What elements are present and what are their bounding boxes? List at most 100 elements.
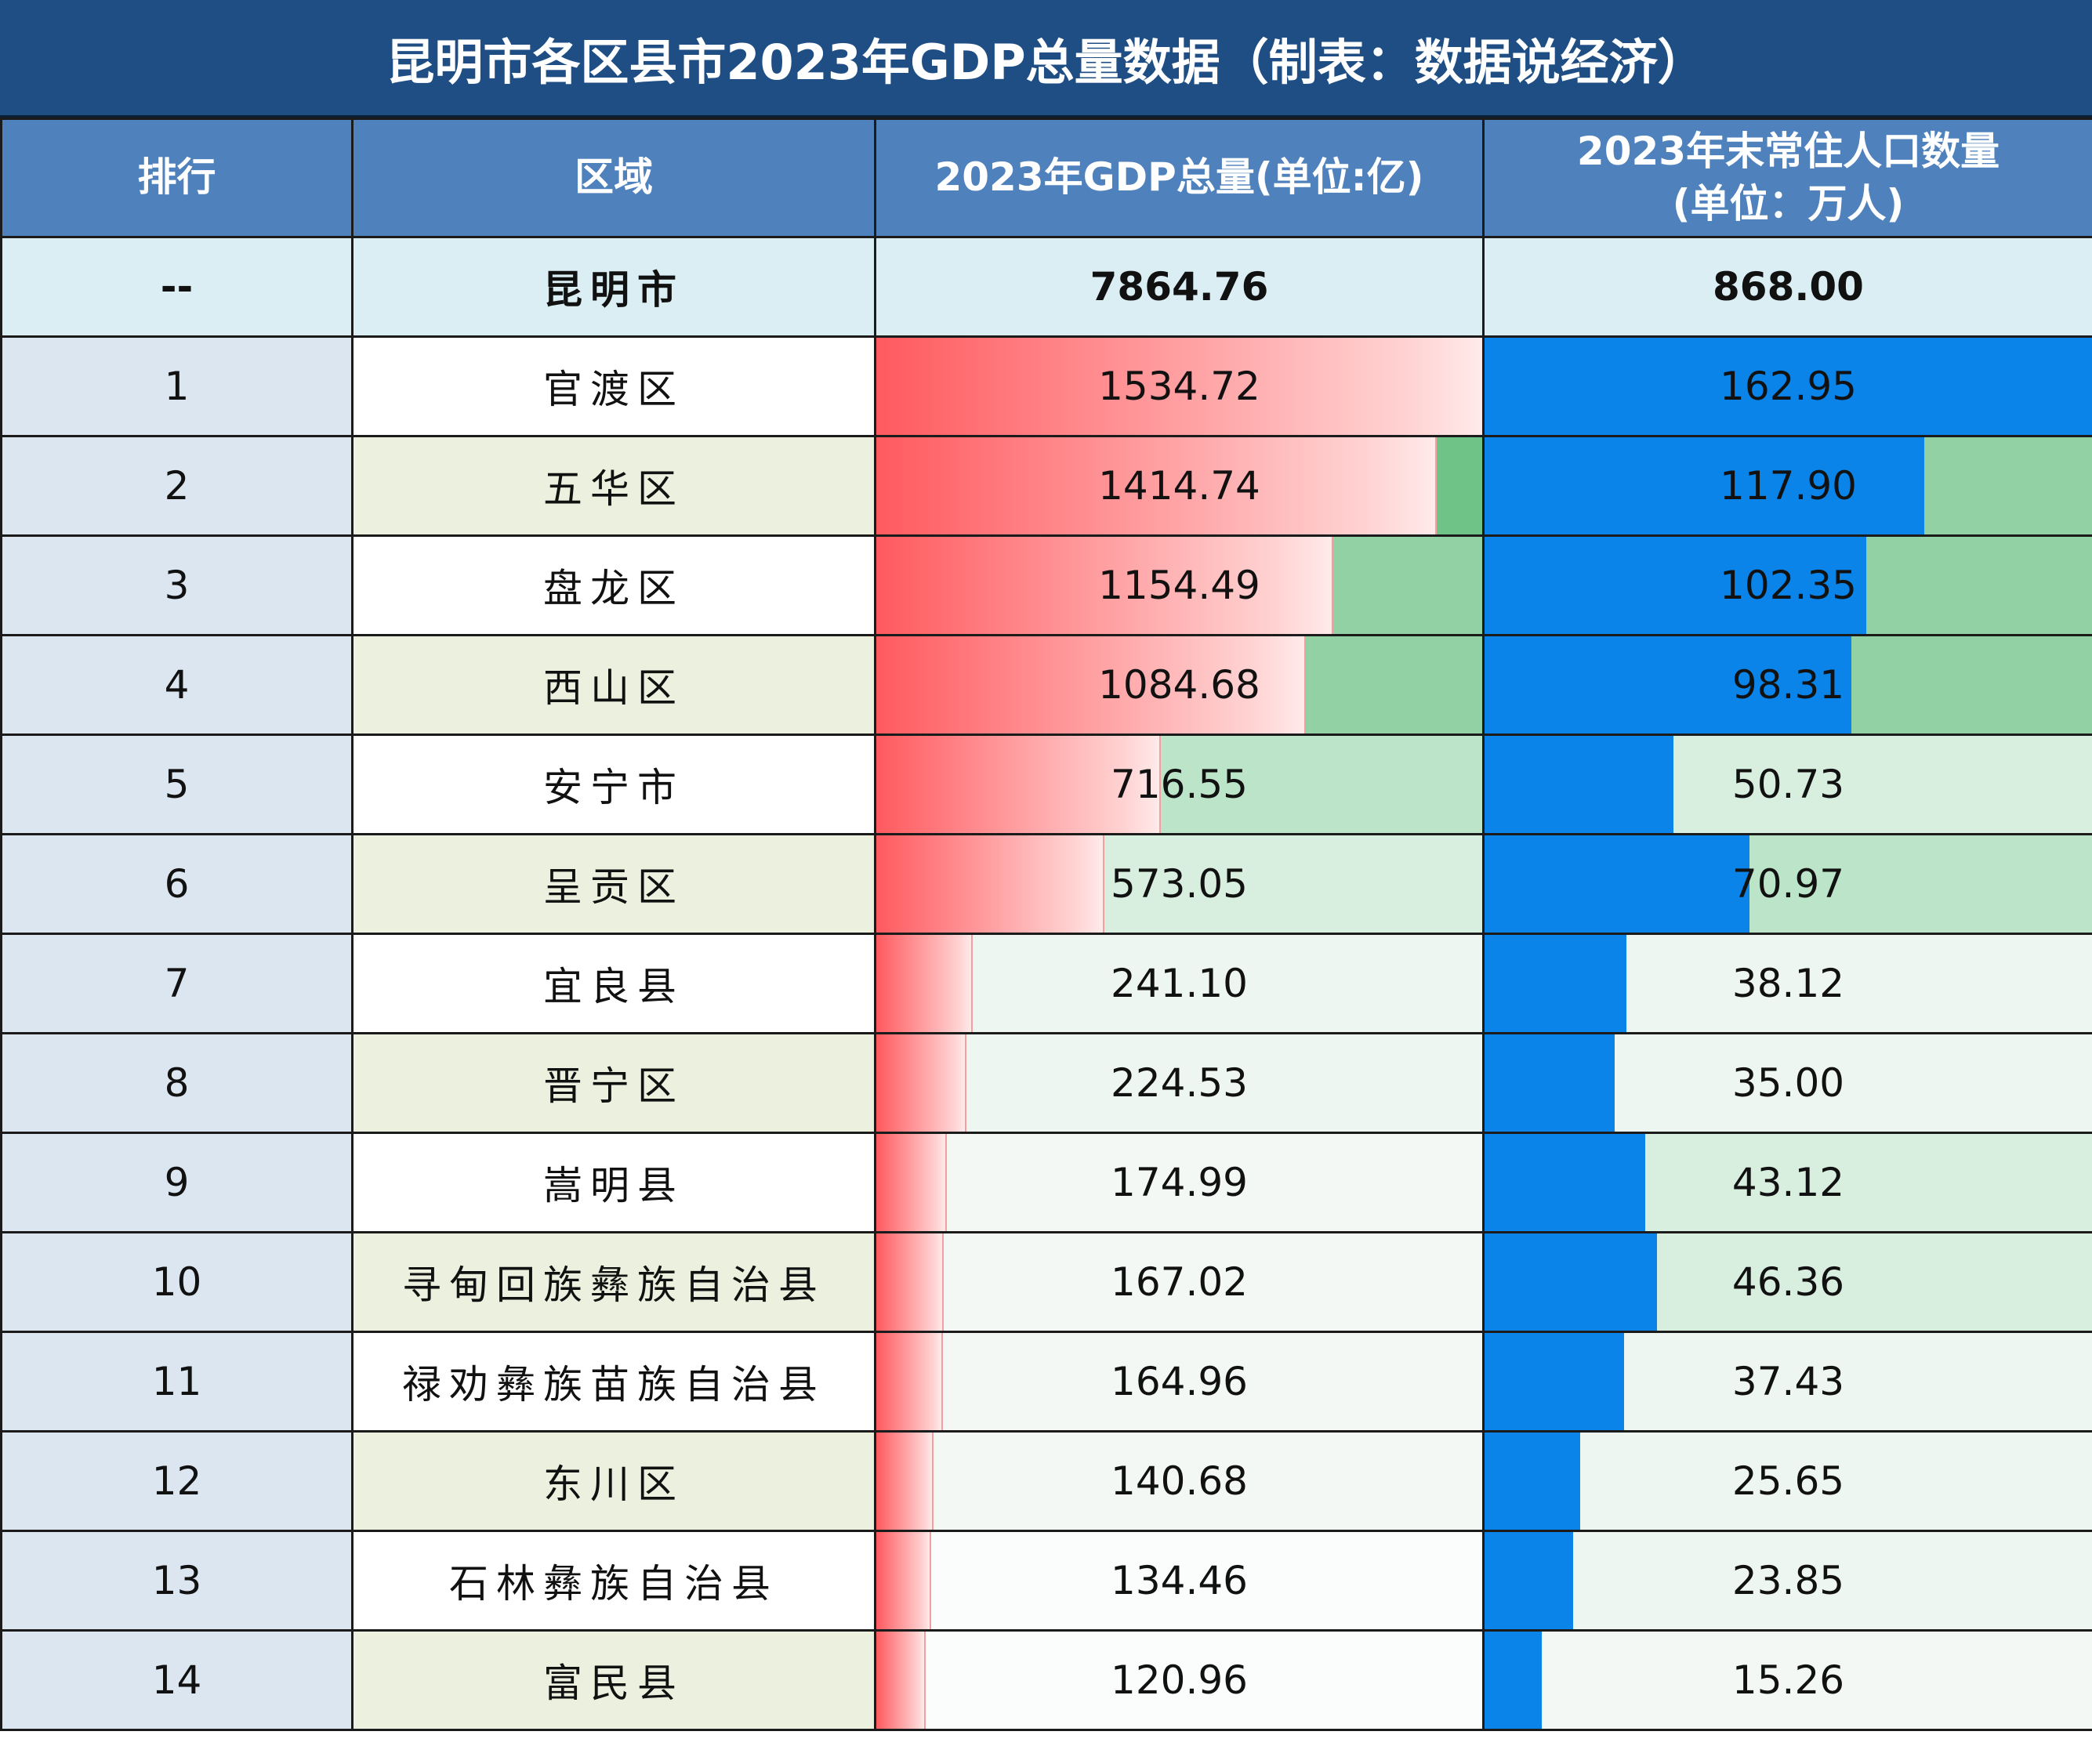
rank-cell: 11 [0,1331,354,1433]
population-value: 37.43 [1731,1359,1845,1404]
population-value: 102.35 [1720,563,1857,608]
rank-cell: 5 [0,733,354,835]
population-bar [1485,1632,1542,1728]
table-row: 12 东川区 140.68 25.65 [0,1430,2092,1532]
gdp-cell: 1534.72 [874,335,1485,437]
population-cell: 25.65 [1482,1430,2092,1532]
gdp-value: 1084.68 [1098,662,1260,708]
gdp-value: 573.05 [1111,861,1248,907]
population-value: 70.97 [1731,861,1845,907]
gdp-value: 224.53 [1111,1060,1248,1106]
table-row: 10 寻甸回族彝族自治县 167.02 46.36 [0,1231,2092,1333]
gdp-cell: 134.46 [874,1530,1485,1632]
total-region: 昆明市 [351,236,876,338]
rank-cell: 9 [0,1132,354,1233]
population-bar [1485,1334,1625,1429]
gdp-value: 120.96 [1111,1657,1248,1703]
rank-cell: 12 [0,1430,354,1532]
gdp-value: 164.96 [1111,1359,1248,1404]
region-cell: 官渡区 [351,335,876,437]
gdp-cell: 573.05 [874,833,1485,935]
population-value: 25.65 [1731,1458,1845,1504]
gdp-value: 1154.49 [1098,563,1260,608]
region-cell: 富民县 [351,1629,876,1731]
population-bar [1485,538,1866,633]
gdp-bar [877,637,1307,733]
region-cell: 晋宁区 [351,1032,876,1134]
table-row: 14 富民县 120.96 15.26 [0,1629,2092,1731]
rank-cell: 10 [0,1231,354,1333]
rank-cell: 14 [0,1629,354,1731]
gdp-cell: 1414.74 [874,435,1485,537]
population-value: 50.73 [1731,762,1845,807]
total-rank: -- [0,236,354,338]
header-rank: 排行 [0,118,354,238]
gdp-value: 174.99 [1111,1160,1248,1205]
rank-cell: 3 [0,534,354,636]
header-population-line1: 2023年末常住人口数量 [1576,128,2000,174]
rank-cell: 2 [0,435,354,537]
population-cell: 117.90 [1482,435,2092,537]
population-bar [1485,1234,1658,1330]
gdp-value: 167.02 [1111,1259,1248,1305]
gdp-cell: 167.02 [874,1231,1485,1333]
total-population: 868.00 [1482,236,2092,338]
population-value: 23.85 [1731,1558,1845,1603]
table-row: 6 呈贡区 573.05 70.97 [0,833,2092,935]
region-cell: 禄劝彝族苗族自治县 [351,1331,876,1433]
region-cell: 西山区 [351,634,876,736]
rank-cell: 1 [0,335,354,437]
gdp-bar [877,1135,948,1230]
header-region: 区域 [351,118,876,238]
table-row: 11 禄劝彝族苗族自治县 164.96 37.43 [0,1331,2092,1433]
gdp-bar [877,1035,967,1131]
header-population-line2: (单位：万人) [1672,181,1905,226]
gdp-value: 1414.74 [1098,463,1260,509]
header-gdp: 2023年GDP总量(单位:亿) [874,118,1485,238]
population-cell: 162.95 [1482,335,2092,437]
gdp-bar [877,438,1437,534]
table-row: 4 西山区 1084.68 98.31 [0,634,2092,736]
table-row: 9 嵩明县 174.99 43.12 [0,1132,2092,1233]
gdp-cell: 1084.68 [874,634,1485,736]
table-row: 7 宜良县 241.10 38.12 [0,933,2092,1034]
region-cell: 嵩明县 [351,1132,876,1233]
region-cell: 安宁市 [351,733,876,835]
gdp-bar [877,1334,944,1429]
rank-cell: 6 [0,833,354,935]
header-row: 排行 区域 2023年GDP总量(单位:亿) 2023年末常住人口数量 (单位：… [0,118,2092,238]
region-cell: 呈贡区 [351,833,876,935]
gdp-cell: 164.96 [874,1331,1485,1433]
gdp-cell: 174.99 [874,1132,1485,1233]
population-value: 117.90 [1720,463,1857,509]
gdp-cell: 716.55 [874,733,1485,835]
region-cell: 盘龙区 [351,534,876,636]
population-cell: 38.12 [1482,933,2092,1034]
gdp-value: 1534.72 [1098,364,1260,409]
gdp-bar [877,339,1481,434]
gdp-cell: 241.10 [874,933,1485,1034]
gdp-bar [877,1632,926,1728]
gdp-cell: 140.68 [874,1430,1485,1532]
population-value: 46.36 [1731,1259,1845,1305]
region-cell: 五华区 [351,435,876,537]
population-value: 98.31 [1731,662,1845,708]
population-bar [1485,637,1851,733]
gdp-value: 716.55 [1111,762,1248,807]
rank-cell: 7 [0,933,354,1034]
gdp-bar [877,836,1104,932]
gdp-bar [877,737,1161,832]
population-cell: 35.00 [1482,1032,2092,1134]
gdp-bar [877,1234,944,1330]
gdp-value: 134.46 [1111,1558,1248,1603]
population-value: 38.12 [1731,961,1845,1006]
population-value: 43.12 [1731,1160,1845,1205]
gdp-value: 140.68 [1111,1458,1248,1504]
gdp-cell: 120.96 [874,1629,1485,1731]
total-row: -- 昆明市 7864.76 868.00 [0,236,2092,338]
rank-cell: 13 [0,1530,354,1632]
rank-cell: 8 [0,1032,354,1134]
region-cell: 宜良县 [351,933,876,1034]
population-cell: 37.43 [1482,1331,2092,1433]
